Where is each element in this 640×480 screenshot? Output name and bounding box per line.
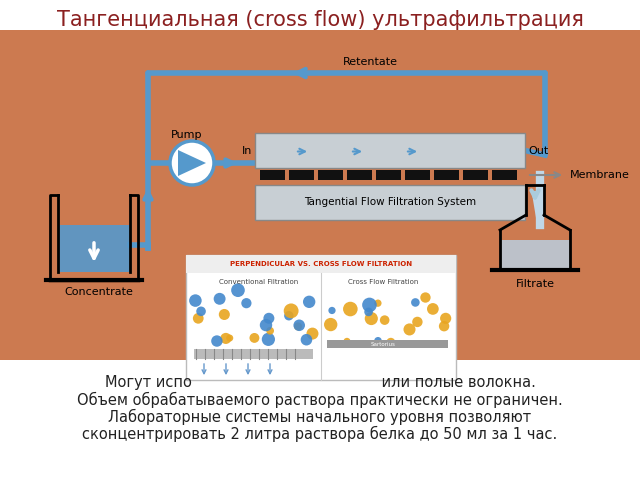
Text: Tangential Flow Filtration System: Tangential Flow Filtration System [304,197,476,207]
Circle shape [343,302,358,316]
Circle shape [380,315,390,325]
Circle shape [262,333,275,346]
Bar [289,170,314,180]
Bar [186,255,456,380]
Circle shape [362,298,377,312]
Circle shape [264,313,275,324]
Circle shape [214,293,225,305]
Text: Conventional Filtration: Conventional Filtration [220,279,298,285]
Bar [58,225,130,272]
Circle shape [344,338,351,345]
Text: Retentate: Retentate [342,57,397,67]
Circle shape [301,334,312,346]
Circle shape [211,336,223,347]
Bar [260,170,285,180]
Bar [255,185,525,220]
Circle shape [226,335,233,342]
Text: In: In [242,145,252,156]
Circle shape [374,337,382,345]
Text: Объем обрабатываемого раствора практически не ограничен.: Объем обрабатываемого раствора практичес… [77,392,563,408]
Circle shape [170,141,214,185]
Circle shape [439,321,449,331]
Circle shape [412,317,422,327]
Text: Filtrate: Filtrate [515,279,554,289]
Circle shape [374,300,381,307]
Text: Out: Out [528,145,548,156]
Circle shape [219,309,230,320]
Bar [186,255,456,273]
Text: Лабораторные системы начального уровня позволяют: Лабораторные системы начального уровня п… [108,409,532,425]
Bar [318,170,343,180]
Circle shape [294,323,302,330]
Circle shape [440,313,451,324]
Text: Pump: Pump [172,130,203,140]
Circle shape [260,319,272,331]
Bar [500,240,570,268]
Circle shape [284,311,294,321]
Text: сконцентрировать 2 литра раствора белка до 50 мл за 1 час.: сконцентрировать 2 литра раствора белка … [83,426,557,442]
Circle shape [284,303,298,318]
Circle shape [241,298,252,308]
Bar [0,30,640,360]
Circle shape [307,328,319,339]
Bar [347,170,372,180]
Circle shape [387,338,396,347]
Circle shape [266,327,274,335]
Circle shape [411,298,420,307]
Circle shape [427,303,439,315]
Circle shape [220,333,232,344]
Bar [327,340,448,348]
Bar [463,170,488,180]
Bar [405,170,430,180]
Text: Membrane: Membrane [570,170,630,180]
Circle shape [328,307,335,314]
Bar [376,170,401,180]
Circle shape [324,318,337,331]
Bar [492,170,517,180]
Text: Cross Flow Filtration: Cross Flow Filtration [348,279,419,285]
Circle shape [420,292,431,303]
Circle shape [193,313,204,324]
Bar [434,170,459,180]
Text: Тангенциальная (cross flow) ультрафильтрация: Тангенциальная (cross flow) ультрафильтр… [56,10,584,30]
Text: PERPENDICULAR VS. CROSS FLOW FILTRATION: PERPENDICULAR VS. CROSS FLOW FILTRATION [230,261,412,267]
Bar [194,349,313,359]
Text: Concentrate: Concentrate [65,287,133,297]
Circle shape [303,296,316,308]
Circle shape [189,294,202,307]
Circle shape [403,324,415,336]
Circle shape [293,320,305,331]
Circle shape [231,283,244,297]
Text: Могут испо                                         или полые волокна.: Могут испо или полые волокна. [104,375,536,390]
Circle shape [365,312,378,325]
Polygon shape [178,150,206,176]
Bar [255,133,525,168]
Circle shape [196,307,206,316]
Circle shape [250,333,259,343]
Circle shape [364,308,373,316]
Text: Sartorius: Sartorius [371,341,396,347]
